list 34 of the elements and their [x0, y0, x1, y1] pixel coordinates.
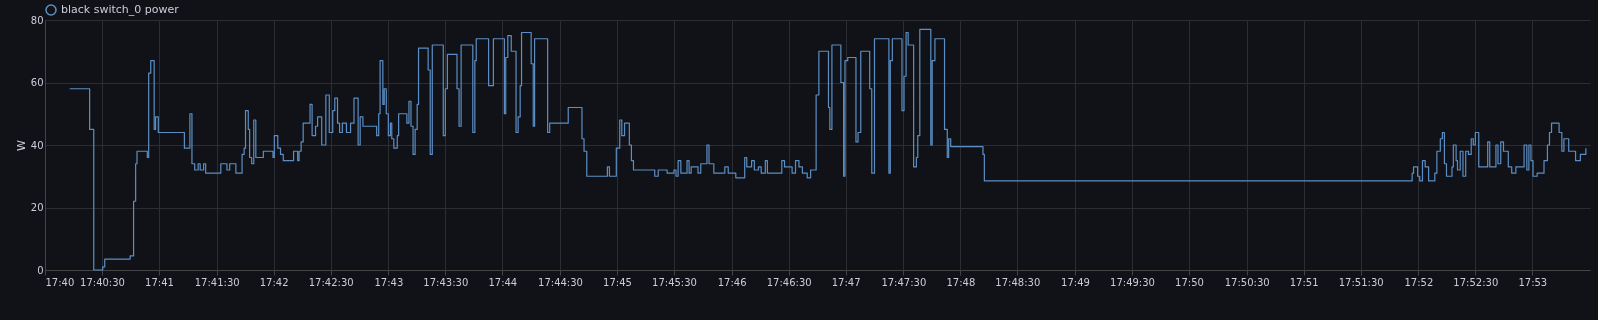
x-tick-label: 17:44 [488, 276, 518, 288]
x-tick-label: 17:46:30 [766, 276, 812, 288]
x-tick-label: 17:52:30 [1453, 276, 1499, 288]
x-tick-label: 17:47:30 [881, 276, 927, 288]
x-tick-label: 17:40:30 [80, 276, 125, 288]
y-tick-label: 0 [37, 264, 44, 276]
x-tick-label: 17:51:30 [1338, 276, 1384, 288]
x-tick-label: 17:41 [145, 276, 174, 288]
x-tick-label: 17:44:30 [538, 276, 583, 288]
legend-label: black switch_0 power [61, 3, 180, 16]
x-tick-label: 17:50:30 [1224, 276, 1270, 288]
y-tick-label: 40 [30, 139, 44, 151]
x-tick-label: 17:40 [45, 276, 75, 288]
x-tick-label: 17:45 [603, 276, 632, 288]
x-tick-label: 17:43:30 [423, 276, 469, 288]
x-tick-label: 17:42:30 [308, 276, 354, 288]
x-tick-label: 17:42 [259, 276, 289, 288]
x-tick-label: 17:47 [831, 276, 861, 288]
x-tick-label: 17:51 [1289, 276, 1319, 288]
x-tick-label: 17:43 [374, 276, 404, 288]
x-tick-label: 17:49 [1061, 276, 1090, 288]
x-tick-label: 17:48 [946, 276, 976, 288]
x-tick-label: 17:45:30 [652, 276, 697, 288]
y-tick-label: 20 [30, 202, 44, 213]
x-tick-label: 17:49:30 [1110, 276, 1155, 288]
x-tick-label: 17:48:30 [995, 276, 1041, 288]
x-tick-label: 17:46 [717, 276, 747, 288]
y-tick-label: 60 [30, 77, 44, 88]
y-tick-label: 80 [30, 14, 44, 26]
x-tick-label: 17:52 [1404, 276, 1434, 288]
y-axis-title: W [14, 139, 28, 151]
x-tick-label: 17:50 [1175, 276, 1204, 288]
x-tick-label: 17:53 [1518, 276, 1548, 288]
x-tick-label: 17:41:30 [194, 276, 240, 288]
